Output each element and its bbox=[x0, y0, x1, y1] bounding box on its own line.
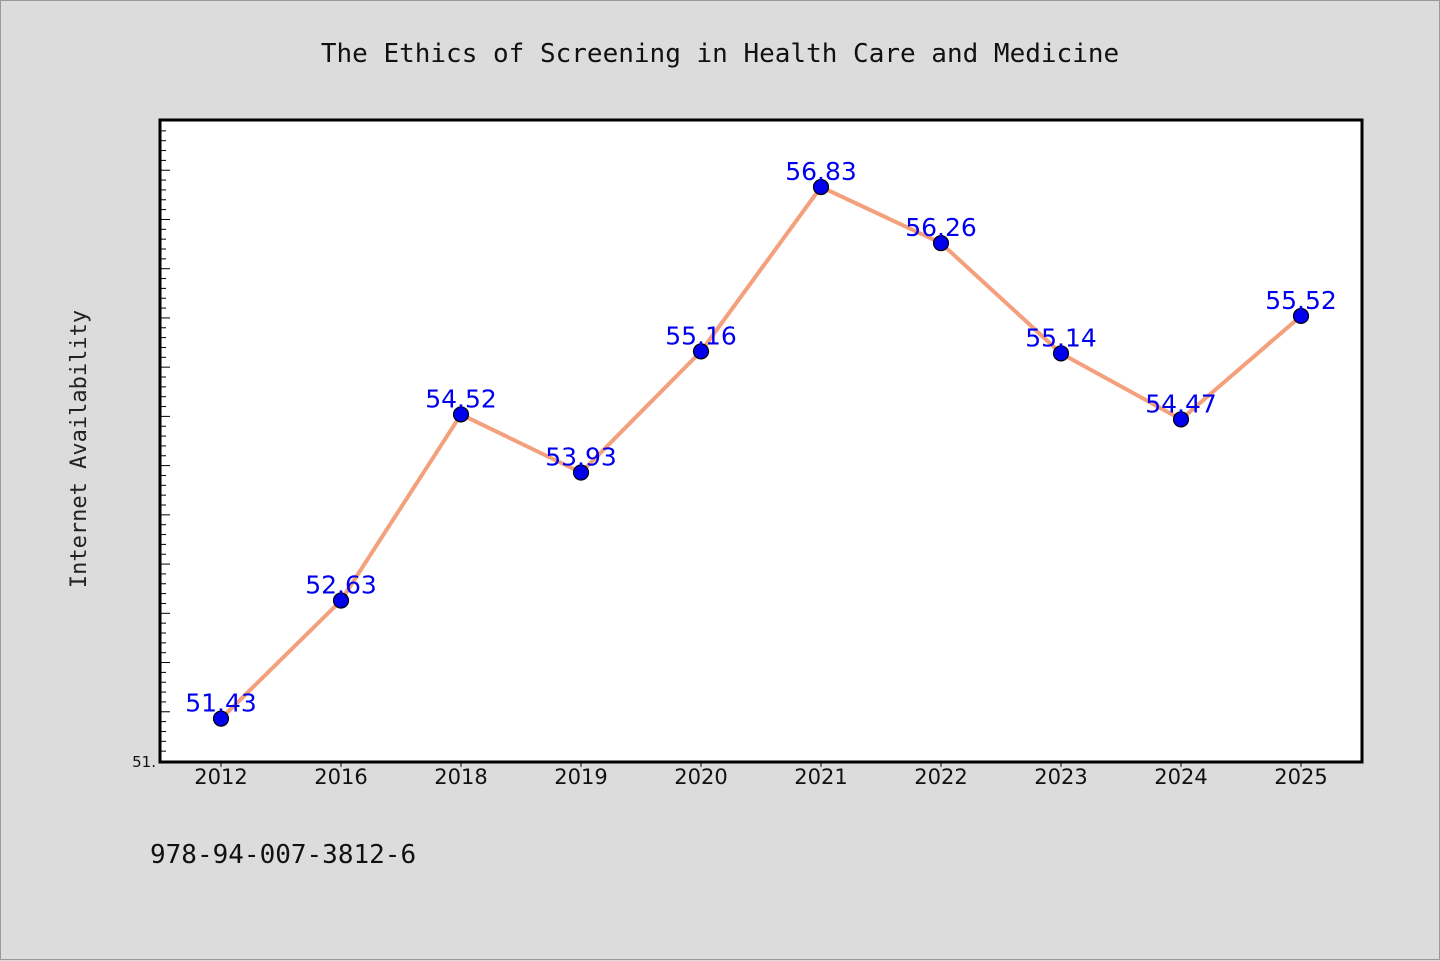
data-label: 55.52 bbox=[1265, 286, 1337, 315]
data-label: 54.47 bbox=[1145, 389, 1217, 418]
data-label: 54.52 bbox=[425, 384, 497, 413]
data-point bbox=[812, 178, 830, 196]
data-label: 56.26 bbox=[905, 213, 977, 242]
x-tick-label: 2018 bbox=[434, 765, 487, 789]
x-tick-label: 2022 bbox=[914, 765, 967, 789]
x-tick-label: 2012 bbox=[194, 765, 247, 789]
data-label: 55.16 bbox=[665, 321, 737, 350]
data-point bbox=[932, 234, 950, 252]
data-label: 52.63 bbox=[305, 571, 377, 600]
data-labels: 51.43 52.63 54.52 53.93 55.16 56.83 56.26 55.14… bbox=[185, 157, 1337, 718]
data-point bbox=[692, 343, 710, 360]
chart-title: The Ethics of Screening in Health Care a… bbox=[321, 39, 1119, 69]
x-tick-label: 2021 bbox=[794, 765, 847, 789]
x-axis-ticks: 2012 2016 2018 2019 2020 2021 2022 2023 2024 2025 bbox=[194, 761, 1328, 789]
x-tick-label: 2019 bbox=[554, 765, 607, 789]
data-point bbox=[1172, 411, 1190, 428]
x-tick-label: 2025 bbox=[1274, 765, 1327, 789]
isbn-footer: 978-94-007-3812-6 bbox=[150, 840, 416, 870]
data-label: 56.83 bbox=[785, 157, 857, 186]
data-label: 51.43 bbox=[185, 689, 257, 718]
x-tick-label: 2024 bbox=[1154, 765, 1207, 789]
data-point bbox=[1292, 307, 1310, 325]
data-point bbox=[212, 710, 230, 727]
y-axis-ticks: 51. bbox=[132, 130, 170, 771]
data-label: 55.14 bbox=[1025, 323, 1097, 352]
y-axis-label: Internet Availability bbox=[67, 310, 92, 588]
series-line bbox=[219, 184, 1303, 721]
data-label: 53.93 bbox=[545, 443, 617, 472]
data-point bbox=[1052, 345, 1070, 362]
plot-area bbox=[158, 118, 1364, 764]
data-markers bbox=[212, 178, 1310, 727]
data-point bbox=[452, 406, 470, 423]
y-tick-label: 51. bbox=[132, 753, 156, 771]
data-point bbox=[572, 464, 590, 481]
data-point bbox=[332, 592, 350, 609]
x-tick-label: 2020 bbox=[674, 765, 727, 789]
x-tick-label: 2016 bbox=[314, 765, 367, 789]
x-tick-label: 2023 bbox=[1034, 765, 1087, 789]
